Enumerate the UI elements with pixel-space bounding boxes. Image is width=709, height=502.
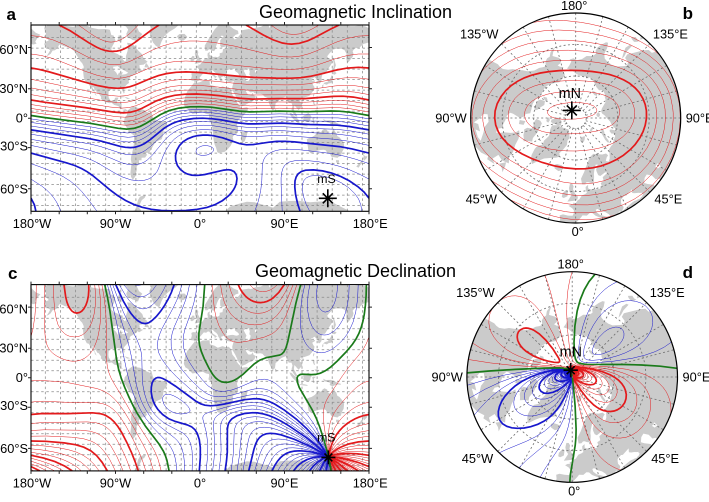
svg-text:60°N: 60°N [0, 301, 28, 316]
svg-text:d: d [683, 263, 693, 282]
svg-text:90°E: 90°E [271, 216, 299, 231]
svg-text:45°W: 45°W [462, 451, 494, 466]
svg-text:135°W: 135°W [456, 285, 495, 300]
svg-text:Geomagnetic Declination: Geomagnetic Declination [255, 261, 456, 281]
svg-text:60°S: 60°S [0, 182, 28, 197]
svg-text:90°W: 90°W [100, 216, 132, 231]
svg-text:90°E: 90°E [686, 110, 709, 125]
svg-text:0°: 0° [568, 483, 580, 497]
svg-text:b: b [683, 4, 693, 23]
svg-text:180°E: 180°E [353, 476, 388, 491]
svg-text:0°: 0° [16, 111, 28, 126]
svg-text:c: c [8, 264, 17, 283]
svg-text:0°: 0° [572, 224, 584, 239]
svg-text:45°E: 45°E [654, 192, 682, 207]
svg-text:180°W: 180°W [13, 476, 52, 491]
svg-text:mS: mS [317, 172, 335, 186]
svg-text:180°E: 180°E [353, 216, 388, 231]
svg-text:180°: 180° [561, 0, 587, 13]
svg-text:135°E: 135°E [653, 26, 688, 41]
svg-text:90°W: 90°W [100, 476, 132, 491]
svg-text:30°S: 30°S [0, 139, 28, 154]
svg-text:Geomagnetic Inclination: Geomagnetic Inclination [259, 2, 452, 22]
svg-text:135°W: 135°W [460, 26, 499, 41]
svg-text:180°: 180° [557, 257, 583, 272]
svg-text:0°: 0° [194, 476, 206, 491]
svg-text:45°E: 45°E [651, 451, 679, 466]
svg-text:60°S: 60°S [0, 441, 28, 456]
svg-text:90°E: 90°E [271, 476, 299, 491]
svg-text:0°: 0° [194, 216, 206, 231]
svg-text:90°E: 90°E [683, 369, 709, 384]
svg-text:mN: mN [559, 86, 581, 102]
svg-text:30°S: 30°S [0, 398, 28, 413]
svg-text:90°W: 90°W [435, 110, 467, 125]
svg-text:45°W: 45°W [466, 192, 498, 207]
svg-text:30°N: 30°N [0, 81, 28, 96]
svg-text:mN: mN [560, 345, 582, 361]
svg-text:180°W: 180°W [13, 216, 52, 231]
svg-text:135°E: 135°E [650, 285, 685, 300]
svg-text:mS: mS [317, 431, 335, 445]
svg-text:30°N: 30°N [0, 341, 28, 356]
svg-text:60°N: 60°N [0, 42, 28, 57]
svg-text:0°: 0° [16, 370, 28, 385]
svg-text:90°W: 90°W [431, 369, 463, 384]
svg-text:a: a [7, 5, 17, 24]
